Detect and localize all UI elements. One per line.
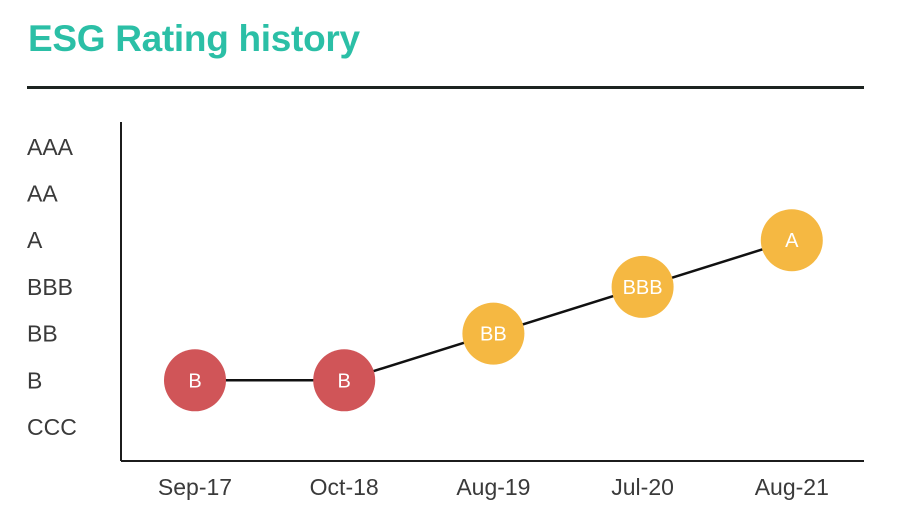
y-tick-label-bbb: BBB bbox=[27, 274, 73, 300]
x-tick-label-aug-21: Aug-21 bbox=[755, 474, 829, 500]
rating-point-jul-20: BBB bbox=[611, 255, 674, 318]
rating-point-aug-19: BB bbox=[462, 302, 525, 365]
rating-marker bbox=[760, 209, 823, 272]
y-tick-label-b: B bbox=[27, 367, 42, 393]
rating-marker bbox=[164, 349, 226, 412]
y-tick-label-ccc: CCC bbox=[27, 414, 77, 440]
chart-title: ESG Rating history bbox=[28, 18, 360, 59]
rating-marker bbox=[611, 255, 674, 318]
data-label: B bbox=[338, 370, 351, 392]
x-tick-labels: Sep-17 Oct-18 Aug-19 Jul-20 Aug-21 bbox=[158, 474, 829, 500]
rating-point-sep-17: B bbox=[164, 349, 226, 412]
x-tick-label-jul-20: Jul-20 bbox=[611, 474, 674, 500]
data-label: BB bbox=[480, 324, 507, 346]
data-label: BBB bbox=[623, 277, 663, 299]
rating-point-oct-18: B bbox=[313, 349, 376, 412]
y-tick-label-bb: BB bbox=[27, 321, 58, 347]
data-label: B bbox=[188, 370, 201, 392]
y-tick-label-aaa: AAA bbox=[27, 134, 74, 160]
y-tick-label-a: A bbox=[27, 227, 43, 253]
data-label: A bbox=[785, 230, 799, 252]
rating-marker bbox=[313, 349, 376, 412]
rating-point-aug-21: A bbox=[760, 209, 823, 272]
y-tick-label-aa: AA bbox=[27, 181, 58, 207]
x-tick-label-oct-18: Oct-18 bbox=[310, 474, 379, 500]
x-tick-label-sep-17: Sep-17 bbox=[158, 474, 232, 500]
x-tick-label-aug-19: Aug-19 bbox=[456, 474, 530, 500]
title-divider bbox=[27, 86, 864, 89]
rating-marker bbox=[462, 302, 525, 365]
